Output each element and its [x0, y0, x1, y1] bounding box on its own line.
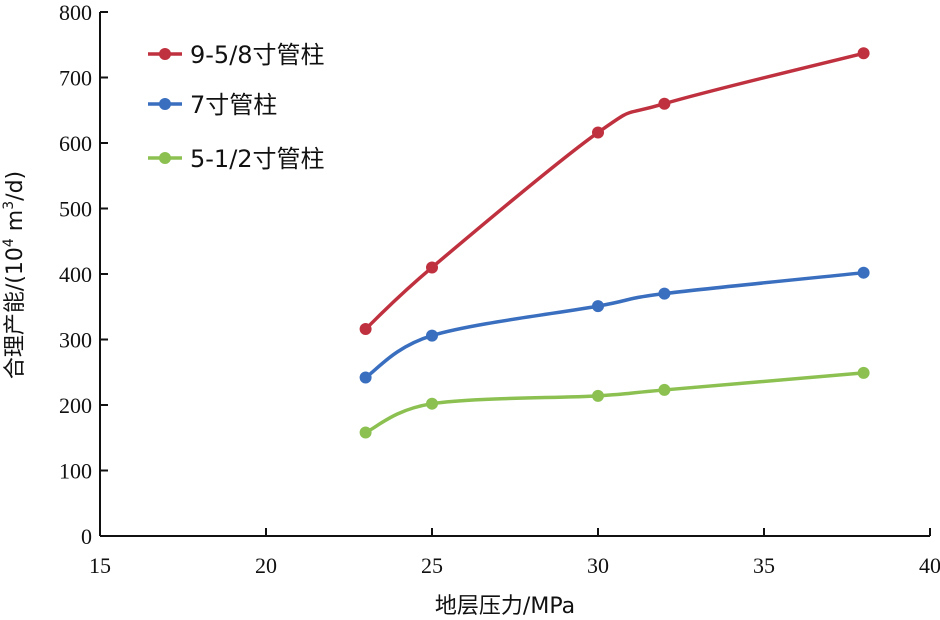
series-line — [364, 371, 864, 435]
data-point — [857, 266, 870, 279]
legend-entry: 5-1/2寸管柱 — [148, 145, 325, 173]
x-tick-label: 15 — [89, 553, 111, 578]
legend: 9-5/8寸管柱 7寸管柱 5-1/2寸管柱 — [148, 41, 325, 173]
y-tick-label: 600 — [59, 131, 92, 156]
data-point — [857, 47, 870, 60]
legend-label: 9-5/8寸管柱 — [190, 41, 325, 69]
data-point — [426, 397, 438, 410]
y-tick-label: 500 — [59, 197, 92, 222]
data-point — [359, 426, 372, 439]
data-point — [359, 371, 372, 384]
y-axis-title: 合理产能/(104 m3/d) — [1, 171, 28, 379]
y-axis-title-sup2: 3 — [1, 201, 17, 210]
y-axis-title-suffix: /d) — [3, 171, 28, 201]
x-tick-label: 30 — [587, 553, 609, 578]
y-axis-title-mid: m — [3, 210, 28, 238]
y-tick-label: 300 — [59, 328, 92, 353]
series-0 — [359, 47, 870, 336]
legend-marker — [159, 48, 171, 60]
y-tick-label: 0 — [81, 524, 92, 549]
data-point — [857, 366, 870, 379]
y-tick-label: 100 — [59, 459, 92, 484]
series-line — [364, 51, 865, 331]
legend-label: 7寸管柱 — [190, 91, 277, 119]
legend-marker — [159, 152, 171, 164]
data-point — [658, 97, 671, 110]
data-point — [359, 323, 372, 336]
legend-label: 5-1/2寸管柱 — [190, 145, 325, 173]
data-point — [658, 287, 671, 300]
y-tick-label: 800 — [59, 0, 92, 25]
series-line — [364, 270, 864, 379]
y-axis-title-prefix: 合理产能/(10 — [3, 247, 28, 379]
legend-marker — [159, 98, 171, 110]
data-point — [426, 329, 438, 342]
data-point — [592, 389, 604, 402]
x-tick-label: 20 — [255, 553, 277, 578]
data-point — [658, 383, 671, 396]
x-tick-label: 35 — [753, 553, 775, 578]
series-2 — [359, 366, 870, 439]
legend-entry: 7寸管柱 — [148, 91, 277, 119]
series-1 — [359, 266, 870, 384]
series-layer — [359, 47, 870, 439]
data-point — [592, 126, 604, 139]
y-tick-label: 400 — [59, 262, 92, 287]
data-point — [592, 300, 604, 313]
x-tick-label: 25 — [421, 553, 443, 578]
y-axis-title-sup1: 4 — [1, 238, 17, 247]
y-tick-label: 700 — [59, 66, 92, 91]
legend-entry: 9-5/8寸管柱 — [148, 41, 325, 69]
data-point — [426, 261, 438, 274]
x-axis-title: 地层压力/MPa — [435, 594, 575, 619]
y-tick-label: 200 — [59, 393, 92, 418]
x-tick-label: 40 — [919, 553, 940, 578]
